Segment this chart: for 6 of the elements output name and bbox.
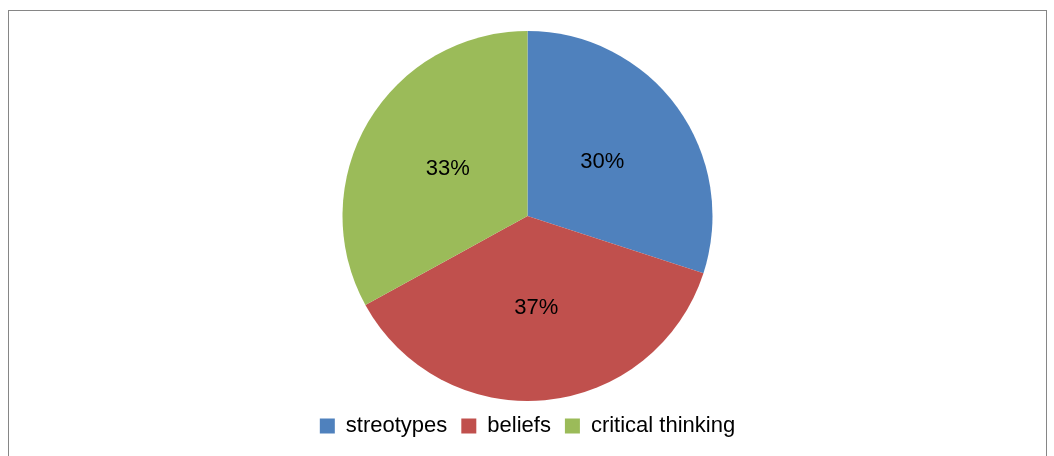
legend-label: beliefs — [487, 412, 551, 438]
legend-label: critical thinking — [590, 412, 736, 438]
legend-label: streotypes — [345, 412, 448, 438]
data-label: 33% — [425, 154, 470, 180]
data-label: 37% — [514, 294, 559, 320]
data-label: 30% — [580, 147, 625, 173]
